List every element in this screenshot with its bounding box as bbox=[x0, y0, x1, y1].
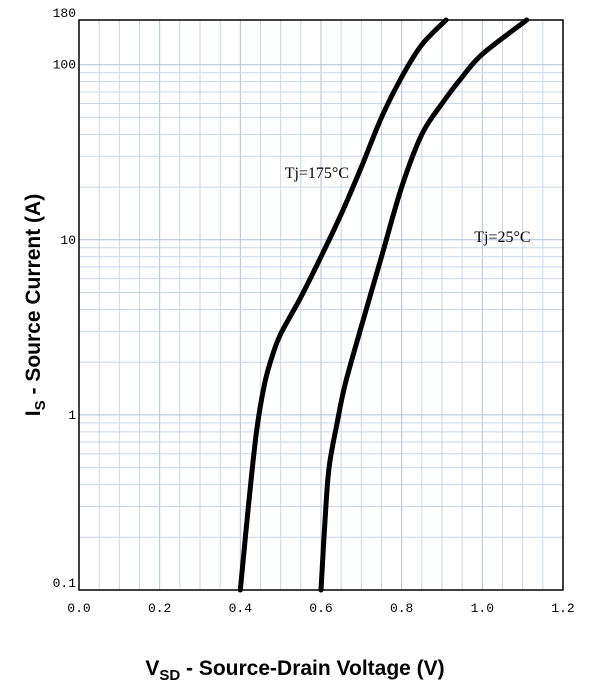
annotation-tj-175c: Tj=175°C bbox=[285, 165, 349, 182]
y-tick-labels: 0.1 1 10 100 180 bbox=[53, 6, 77, 591]
series-line-tj-25c bbox=[318, 17, 530, 593]
x-tick-label: 1.2 bbox=[551, 601, 574, 616]
y-tick-label: 10 bbox=[60, 233, 76, 248]
x-tick-label: 0.0 bbox=[67, 601, 90, 616]
y-tick-label: 0.1 bbox=[53, 576, 77, 591]
x-tick-label: 1.0 bbox=[471, 601, 494, 616]
y-axis-title: IS - Source Current (A) bbox=[22, 194, 49, 416]
x-tick-labels: 0.0 0.2 0.4 0.6 0.8 1.0 1.2 bbox=[67, 601, 574, 616]
x-tick-label: 0.4 bbox=[229, 601, 253, 616]
x-tick-label: 0.8 bbox=[390, 601, 413, 616]
grid bbox=[78, 20, 564, 591]
x-tick-label: 0.6 bbox=[309, 601, 332, 616]
x-axis-title-subscript: SD bbox=[159, 667, 180, 684]
annotation-tj-25c: Tj=25°C bbox=[474, 229, 530, 246]
x-axis-title-rest: - Source-Drain Voltage (V) bbox=[180, 657, 444, 680]
y-axis-title-main: I bbox=[22, 410, 45, 416]
x-axis-title-main: V bbox=[145, 657, 159, 680]
annotations: Tj=175°C Tj=25°C bbox=[285, 165, 531, 246]
x-axis-title: VSD - Source-Drain Voltage (V) bbox=[145, 657, 444, 684]
y-tick-label: 100 bbox=[53, 58, 76, 73]
y-tick-label: 1 bbox=[68, 408, 76, 423]
y-axis-title-subscript: S bbox=[32, 400, 49, 410]
x-tick-label: 0.2 bbox=[148, 601, 171, 616]
y-axis-title-rest: - Source Current (A) bbox=[22, 194, 45, 401]
series-line-tj-175c bbox=[237, 17, 449, 593]
y-tick-label: 180 bbox=[53, 6, 76, 21]
series-layer bbox=[237, 17, 530, 593]
